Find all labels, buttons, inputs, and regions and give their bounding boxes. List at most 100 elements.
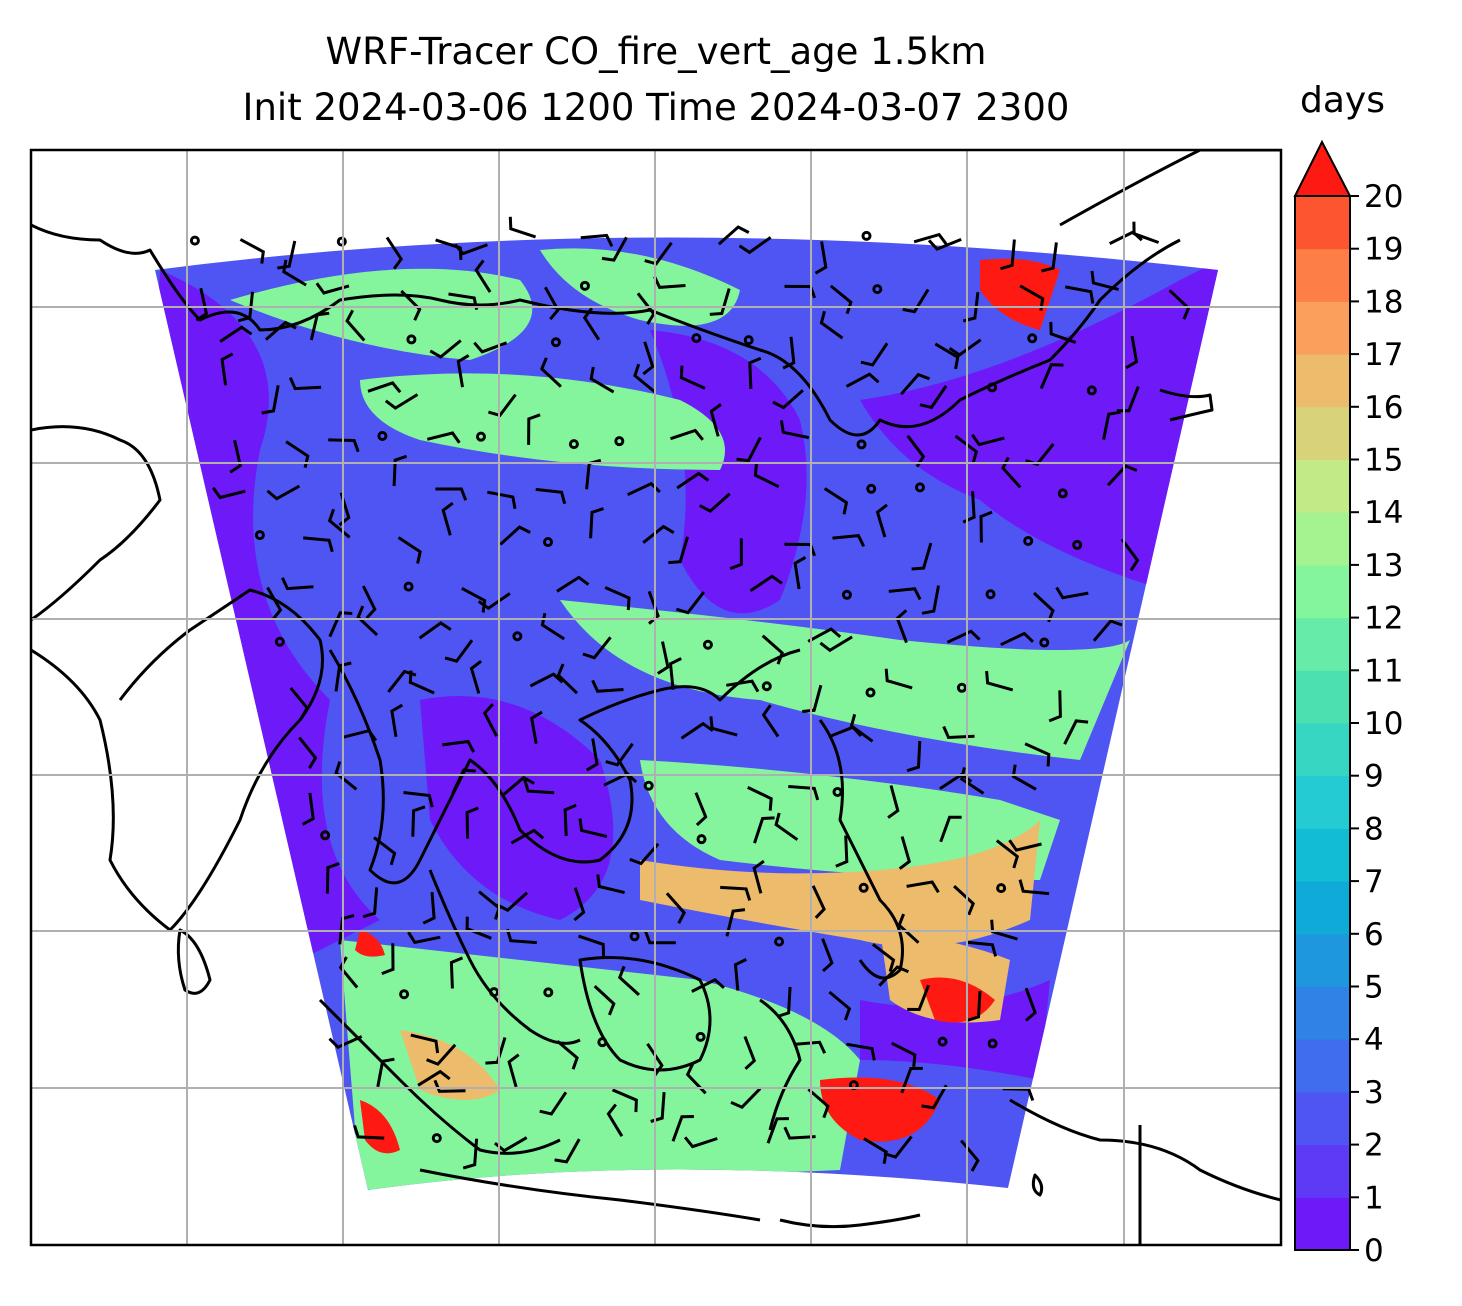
colorbar-tick-label: 19 bbox=[1364, 232, 1403, 268]
wind-barb bbox=[563, 803, 577, 836]
wind-barb bbox=[720, 885, 752, 901]
wind-barb bbox=[979, 510, 993, 543]
coastline-persian bbox=[31, 425, 162, 622]
wind-barb bbox=[264, 320, 297, 341]
calm-wind-marker bbox=[579, 280, 590, 291]
wind-barb bbox=[477, 592, 511, 611]
calm-wind-marker bbox=[872, 284, 883, 295]
colorbar-tick-label: 11 bbox=[1364, 653, 1403, 689]
colorbar-bin bbox=[1295, 301, 1350, 355]
calm-wind-marker bbox=[1057, 488, 1068, 499]
calm-wind-marker bbox=[996, 883, 1007, 894]
wind-barb bbox=[860, 342, 889, 367]
colorbar-tick-label: 16 bbox=[1364, 390, 1403, 426]
coastline-malay-peninsula bbox=[428, 869, 581, 1045]
wind-barb bbox=[582, 636, 612, 660]
wind-barb bbox=[927, 238, 962, 251]
wind-barb bbox=[636, 292, 656, 325]
colorbar-tick-label: 13 bbox=[1364, 548, 1403, 584]
wind-barb bbox=[582, 307, 601, 341]
field-young-mainland bbox=[420, 696, 614, 920]
calm-wind-marker bbox=[1023, 535, 1034, 546]
wind-barb bbox=[948, 338, 982, 357]
wind-barb bbox=[392, 454, 408, 487]
wind-barb bbox=[887, 785, 900, 819]
wind-barb bbox=[422, 891, 436, 925]
wind-barb bbox=[617, 965, 641, 997]
coastline-java bbox=[419, 1168, 761, 1222]
wind-barb bbox=[237, 291, 254, 323]
wind-barb bbox=[325, 862, 340, 894]
wind-barb bbox=[946, 629, 981, 644]
wind-barb bbox=[783, 1126, 816, 1140]
coastline-small-island bbox=[1031, 1173, 1044, 1197]
wind-barb bbox=[417, 1069, 451, 1087]
wind-barb bbox=[1008, 839, 1042, 852]
wind-barb bbox=[456, 354, 470, 388]
wind-barb bbox=[220, 352, 234, 386]
wind-barb bbox=[717, 225, 750, 246]
calm-wind-marker bbox=[1072, 539, 1083, 550]
calm-wind-marker bbox=[254, 530, 265, 541]
wind-barb bbox=[433, 1079, 466, 1093]
calm-wind-marker bbox=[475, 431, 486, 442]
calm-wind-marker bbox=[550, 337, 561, 348]
calm-wind-marker bbox=[403, 581, 414, 592]
wind-barb bbox=[362, 887, 379, 919]
coastline-north-pacific bbox=[1059, 150, 1281, 227]
wind-barb bbox=[266, 484, 301, 501]
wind-barb bbox=[883, 1135, 913, 1159]
wind-barb bbox=[642, 341, 655, 376]
field-very-old-southwest bbox=[360, 1100, 400, 1154]
wind-barb bbox=[376, 1057, 395, 1088]
wind-barb bbox=[939, 815, 962, 843]
wind-barb bbox=[829, 284, 853, 315]
wind-barb bbox=[919, 385, 948, 410]
wind-barb bbox=[832, 534, 866, 548]
wind-barb bbox=[496, 891, 529, 913]
wind-barb bbox=[863, 1137, 888, 1165]
calm-wind-marker bbox=[987, 382, 998, 393]
colorbar-tick-label: 8 bbox=[1364, 811, 1384, 847]
calm-wind-marker bbox=[489, 987, 500, 998]
colorbar-tick-label: 5 bbox=[1364, 970, 1384, 1006]
wind-barb bbox=[779, 420, 810, 440]
wind-barb bbox=[507, 1053, 520, 1088]
wind-barb bbox=[694, 792, 708, 827]
wind-barb bbox=[906, 880, 940, 894]
wind-barb bbox=[911, 542, 933, 571]
wind-barb bbox=[444, 639, 474, 663]
field-mid-south bbox=[340, 940, 860, 1190]
wind-barb bbox=[540, 612, 566, 641]
wind-barb bbox=[900, 1066, 923, 1094]
wind-barb bbox=[381, 943, 395, 976]
wind-barb bbox=[888, 587, 922, 601]
field-mid-east bbox=[560, 600, 1130, 760]
calm-wind-marker bbox=[937, 1036, 948, 1047]
wind-barb bbox=[1168, 289, 1191, 320]
wind-barb bbox=[589, 366, 615, 394]
wind-barb bbox=[578, 818, 608, 838]
wind-barb bbox=[303, 536, 334, 553]
wind-barb bbox=[966, 940, 998, 957]
field-very-old-northeast bbox=[980, 258, 1060, 330]
wind-barb bbox=[753, 816, 775, 844]
wind-barb bbox=[606, 1103, 624, 1137]
wind-barb bbox=[995, 839, 1020, 869]
wind-barb bbox=[585, 738, 599, 772]
wind-barb bbox=[1064, 285, 1095, 304]
wind-barb bbox=[510, 828, 545, 845]
colorbar-bin bbox=[1295, 670, 1350, 724]
wind-barb bbox=[1125, 335, 1139, 370]
wind-barb bbox=[725, 908, 746, 937]
colorbar-bin bbox=[1295, 986, 1350, 1040]
wind-barb bbox=[1041, 242, 1058, 273]
wind-barb bbox=[469, 660, 483, 694]
calm-wind-marker bbox=[1027, 333, 1038, 344]
wind-barb bbox=[907, 984, 930, 1012]
wind-barb bbox=[535, 487, 567, 505]
wind-barb bbox=[811, 885, 826, 919]
wind-barb bbox=[878, 965, 909, 987]
wind-barb bbox=[971, 433, 1005, 447]
